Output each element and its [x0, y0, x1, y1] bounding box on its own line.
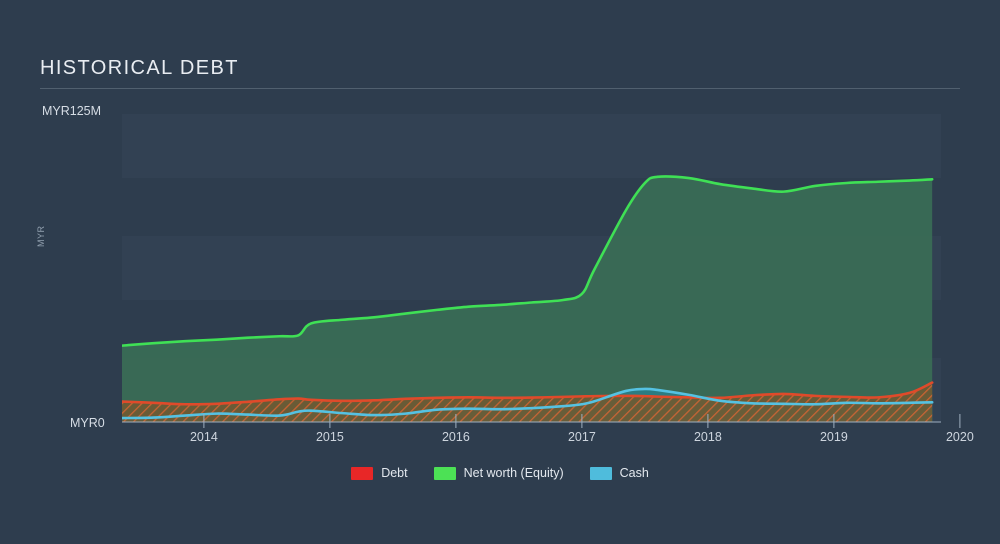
legend-item-cash[interactable]: Cash: [589, 466, 649, 480]
legend-swatch-debt: [351, 466, 374, 480]
chart-legend: Debt Net worth (Equity) Cash: [0, 466, 1000, 480]
x-axis-tick-label: 2015: [315, 430, 344, 444]
y-axis-max-label: MYR125M: [42, 104, 102, 118]
legend-item-net-worth-equity[interactable]: Net worth (Equity): [433, 466, 564, 480]
x-axis-tick-label: 2018: [693, 430, 722, 444]
x-axis-tick-label: 2019: [819, 430, 848, 444]
legend-item-debt[interactable]: Debt: [351, 466, 408, 480]
series-layer: [122, 175, 934, 422]
x-axis: [122, 414, 961, 428]
x-axis-tick-label: 2020: [945, 430, 974, 444]
title-divider: [40, 88, 960, 89]
legend-swatch-cash: [589, 466, 612, 480]
legend-label-net-worth-equity: Net worth (Equity): [463, 466, 564, 480]
legend-label-cash: Cash: [619, 466, 649, 480]
x-axis-tick-label: 2016: [441, 430, 470, 444]
legend-swatch-net-worth-equity: [433, 466, 456, 480]
debt-line: [122, 381, 934, 406]
cash-line: [122, 387, 934, 420]
x-axis-ticks: [203, 414, 961, 428]
page-title: HISTORICAL DEBT: [40, 57, 239, 79]
legend-label-debt: Debt: [381, 466, 408, 480]
net-worth-equity-area: [122, 176, 933, 422]
x-axis-tick-label: 2014: [189, 430, 218, 444]
net-worth-equity-line: [122, 175, 934, 347]
y-axis-min-label: MYR0: [70, 416, 105, 430]
x-axis-tick-label: 2017: [567, 430, 596, 444]
